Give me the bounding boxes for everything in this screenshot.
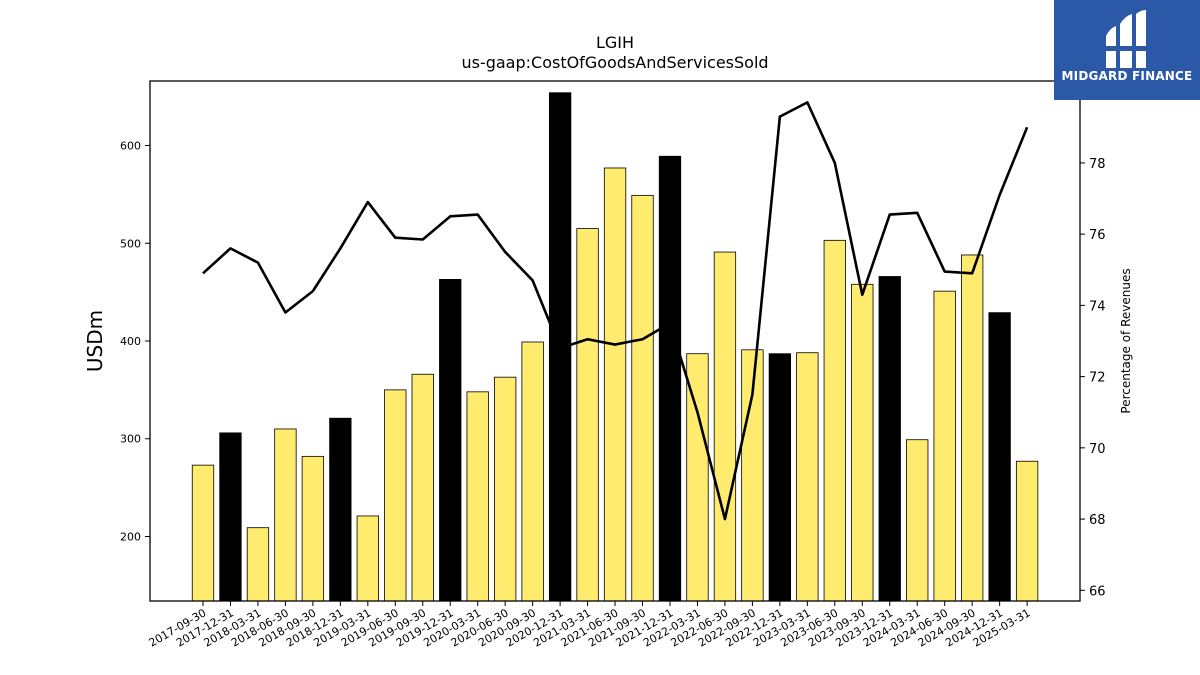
bar (906, 439, 929, 602)
bar (878, 276, 901, 602)
bar (329, 417, 352, 602)
bar (603, 167, 627, 602)
line-revenue-pct (202, 101, 1029, 521)
chart-subtitle: us-gaap:CostOfGoodsAndServicesSold (461, 53, 768, 72)
bar (713, 251, 737, 602)
bar (631, 194, 654, 602)
y2-tick-label: 72 (1089, 371, 1106, 386)
y2-tick-label: 68 (1089, 513, 1106, 528)
logo: MIDGARD FINANCE (1054, 0, 1200, 100)
y2-axis-label: Percentage of Revenues (1119, 268, 1133, 413)
bar (961, 254, 984, 602)
left-axis: 200 300 400 500 600 (120, 140, 150, 543)
bar (219, 432, 242, 602)
bar (411, 373, 434, 602)
bar (246, 527, 270, 602)
bar (521, 341, 544, 602)
y-tick-label: 600 (120, 140, 141, 153)
bar (768, 353, 792, 602)
bar (466, 391, 489, 602)
bar (384, 389, 407, 602)
bar (301, 455, 325, 602)
y2-tick-label: 70 (1089, 442, 1106, 457)
bar (851, 283, 874, 602)
y2-tick-label: 66 (1089, 584, 1106, 599)
y-tick-label: 400 (120, 335, 141, 348)
y2-tick-label: 74 (1089, 299, 1106, 314)
bar (356, 515, 379, 602)
y2-tick-label: 76 (1089, 228, 1106, 243)
bar (658, 155, 682, 602)
bar (796, 352, 819, 602)
bar (988, 312, 1011, 602)
bar (1015, 460, 1039, 602)
y-tick-label: 500 (120, 237, 141, 250)
right-axis: 66 68 70 72 74 76 78 (1080, 157, 1106, 599)
y-axis-label: USDm (83, 310, 107, 372)
bar (274, 428, 297, 602)
y-tick-label: 300 (120, 433, 141, 446)
logo-text: MIDGARD FINANCE (1061, 69, 1193, 83)
bar (191, 464, 215, 602)
chart-title: LGIH (596, 33, 634, 52)
bar (933, 290, 956, 602)
bar (494, 376, 517, 602)
logo-mark-icon (1102, 10, 1152, 68)
bar-series (191, 92, 1039, 602)
y2-tick-label: 78 (1089, 157, 1106, 172)
line-series (202, 101, 1029, 521)
bar (439, 279, 462, 602)
bar (823, 239, 846, 602)
x-axis: 2017-09-302017-12-312018-03-312018-06-30… (147, 601, 1033, 650)
bar (576, 228, 599, 602)
y-tick-label: 200 (120, 530, 141, 543)
